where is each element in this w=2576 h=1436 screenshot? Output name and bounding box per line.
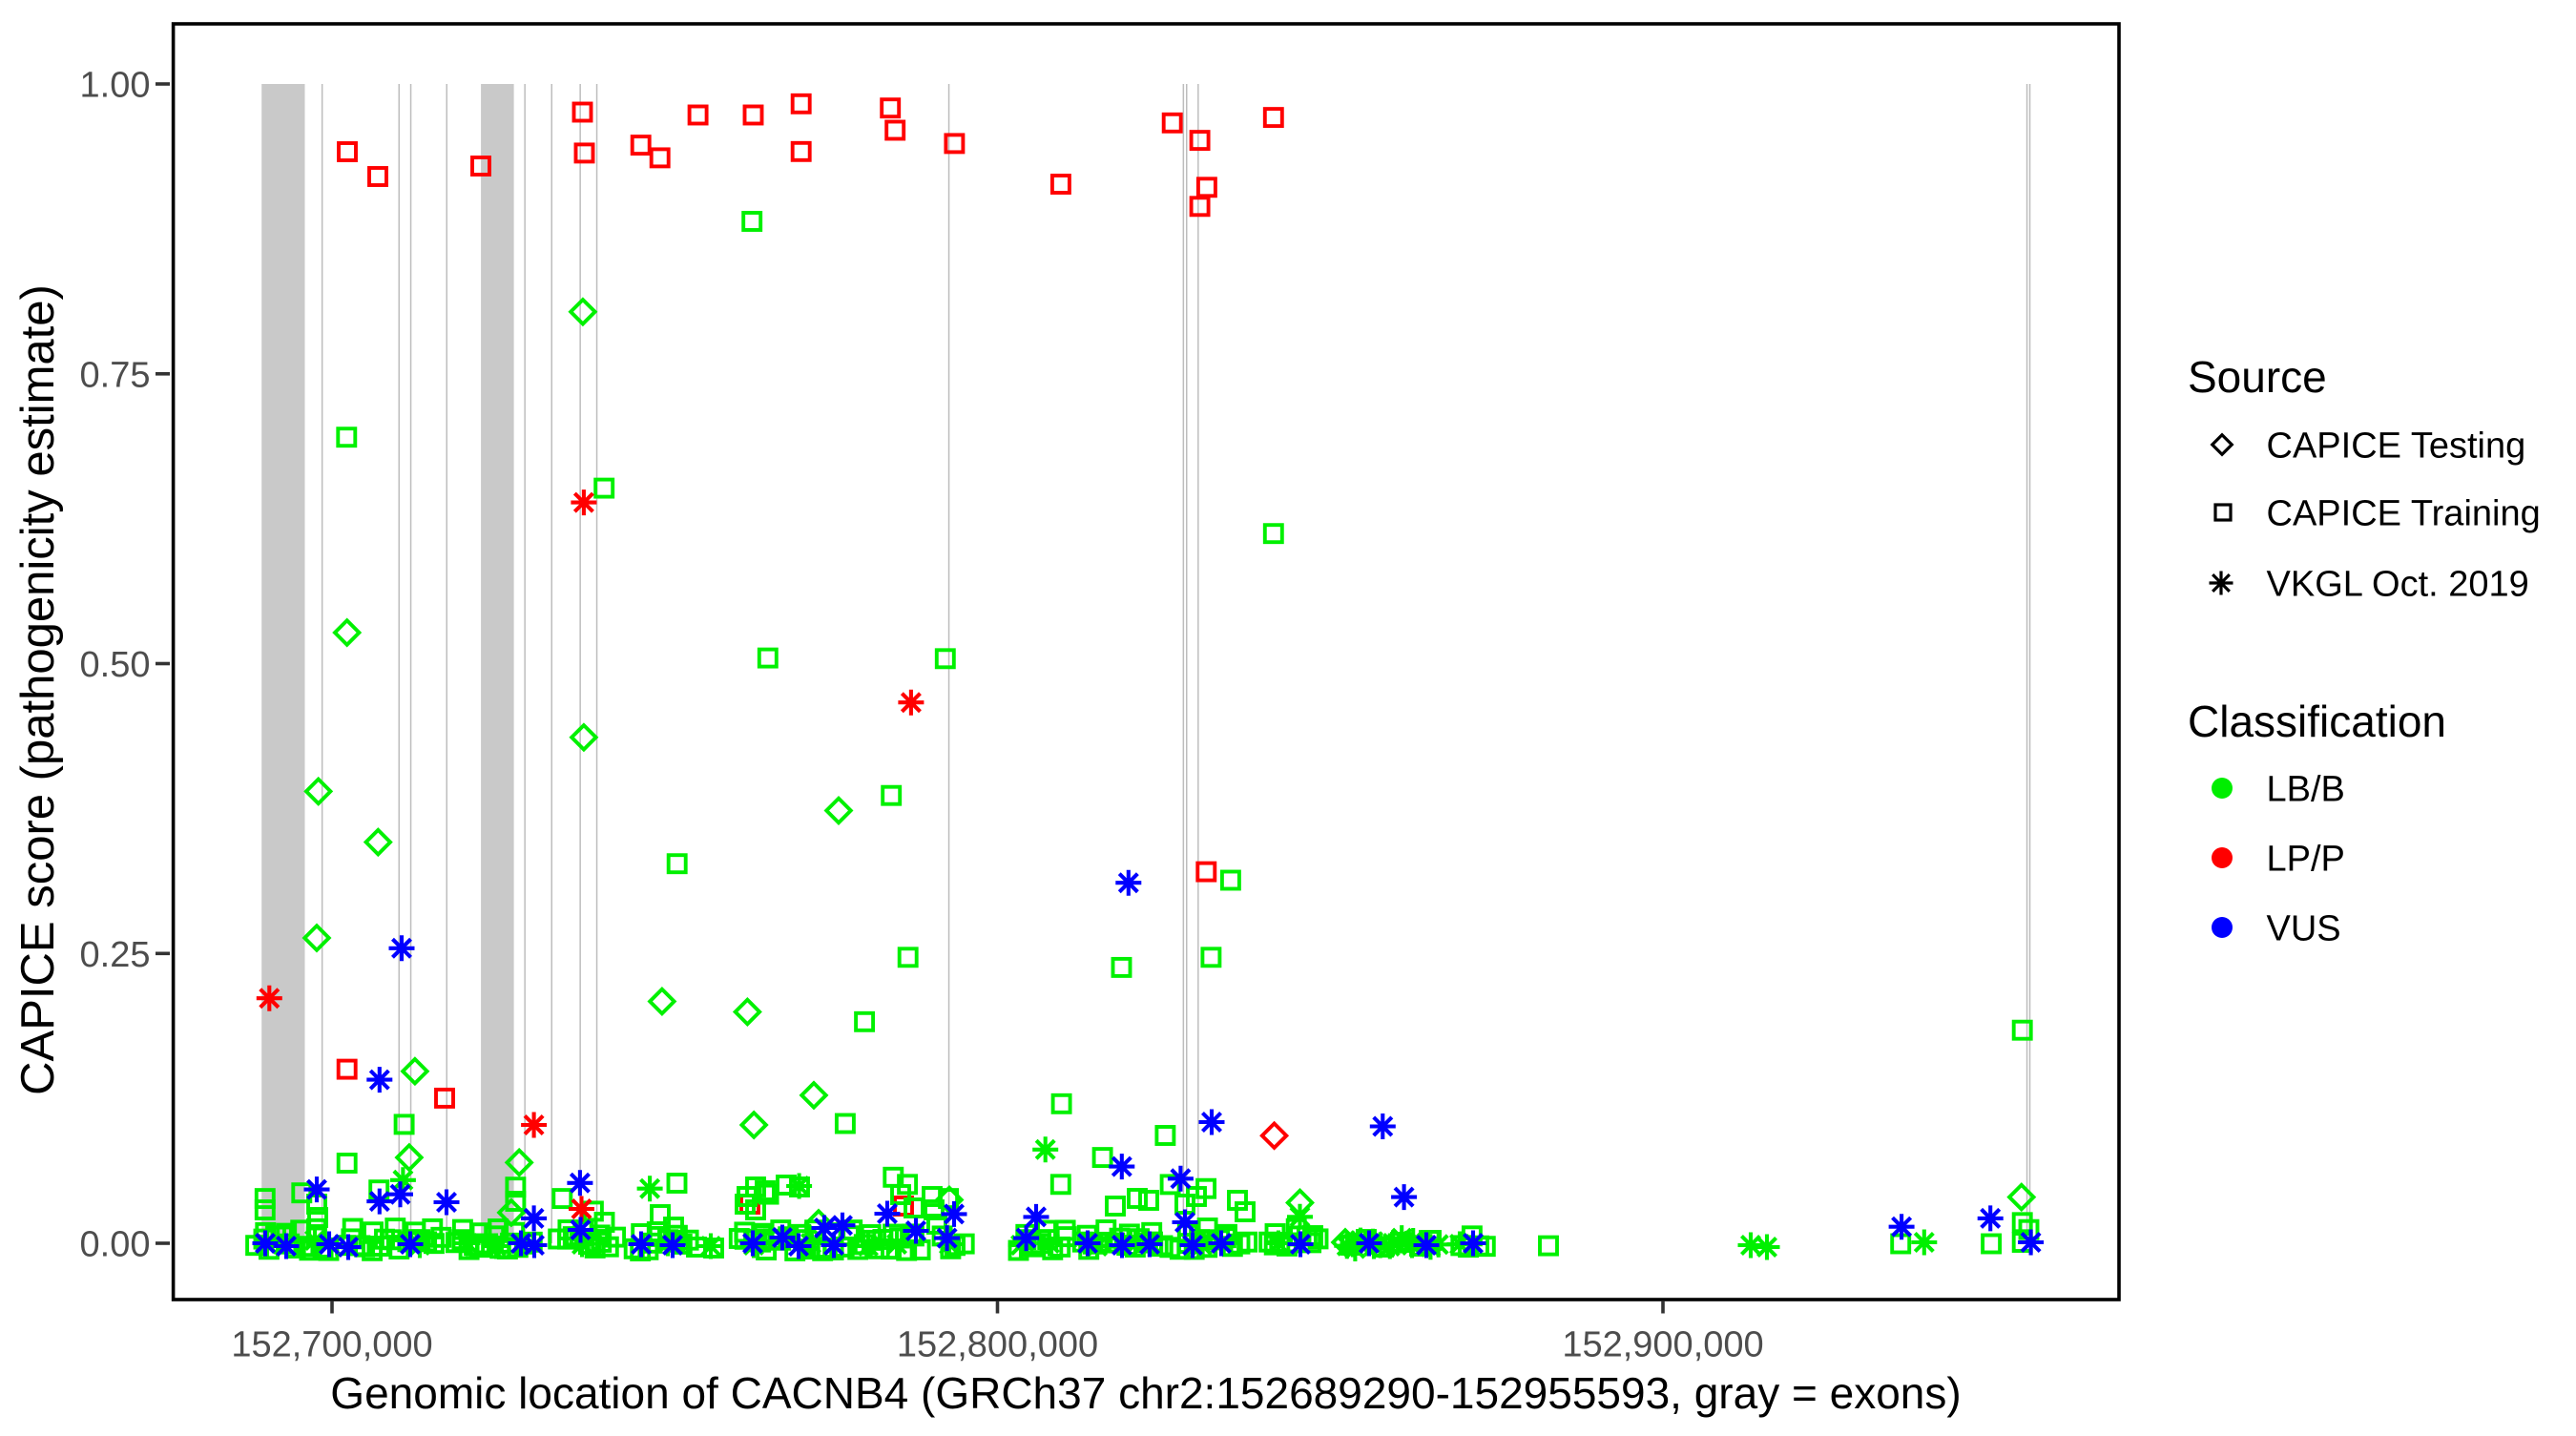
svg-text:VKGL Oct. 2019: VKGL Oct. 2019: [2267, 565, 2529, 605]
svg-text:0.25: 0.25: [80, 935, 151, 975]
svg-text:Classification: Classification: [2188, 697, 2446, 746]
svg-text:CAPICE Training: CAPICE Training: [2267, 494, 2541, 534]
svg-text:1.00: 1.00: [80, 66, 151, 106]
svg-text:152,800,000: 152,800,000: [897, 1325, 1098, 1365]
svg-text:VUS: VUS: [2267, 909, 2341, 949]
svg-text:Genomic location of CACNB4 (GR: Genomic location of CACNB4 (GRCh37 chr2:…: [330, 1368, 1961, 1418]
svg-text:152,900,000: 152,900,000: [1562, 1325, 1763, 1365]
svg-text:CAPICE Testing: CAPICE Testing: [2267, 427, 2526, 467]
svg-text:LP/P: LP/P: [2267, 840, 2345, 880]
svg-text:Source: Source: [2188, 352, 2327, 402]
svg-text:0.50: 0.50: [80, 645, 151, 685]
svg-text:0.75: 0.75: [80, 356, 151, 396]
svg-text:152,700,000: 152,700,000: [231, 1325, 432, 1365]
svg-text:LB/B: LB/B: [2267, 770, 2345, 810]
svg-text:CAPICE score (pathogenicity es: CAPICE score (pathogenicity estimate): [12, 284, 64, 1095]
svg-text:0.00: 0.00: [80, 1225, 151, 1265]
